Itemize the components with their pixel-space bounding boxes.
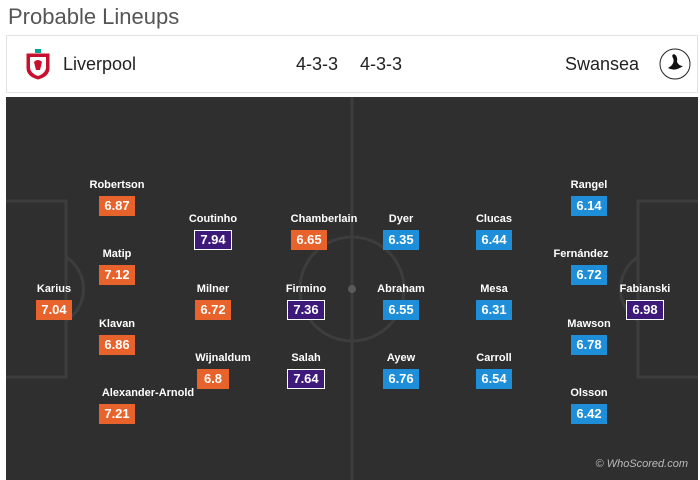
away-formation: 4-3-3 [360, 54, 403, 74]
player-name: Alexander-Arnold [101, 387, 195, 399]
player-name: Mawson [567, 318, 611, 330]
pitch: Karius 7.04 Robertson 6.87 Matip 7.12 Kl… [6, 97, 698, 480]
page-title: Probable Lineups [8, 4, 180, 29]
player-name: Karius [36, 283, 72, 295]
player-name: Milner [196, 283, 230, 295]
player-rating: 6.98 [626, 300, 664, 320]
player-rating: 7.21 [99, 404, 135, 424]
player-rating: 6.8 [197, 369, 229, 389]
player-matip[interactable]: Matip 7.12 [52, 247, 182, 285]
player-rating: 6.44 [476, 230, 512, 250]
player-name: Salah [291, 352, 321, 364]
home-formation: 4-3-3 [296, 54, 339, 74]
home-team-name: Liverpool [63, 54, 137, 74]
player-name: Coutinho [188, 213, 238, 225]
player-chamberlain[interactable]: Chamberlain 6.65 [259, 212, 389, 250]
player-mesa[interactable]: Mesa 6.31 [429, 282, 559, 320]
player-name: Chamberlain [290, 213, 358, 225]
player-name: Firmino [285, 283, 327, 295]
player-robertson[interactable]: Robertson 6.87 [52, 178, 182, 216]
player-name: Ayew [386, 352, 416, 364]
player-rating: 6.76 [383, 369, 419, 389]
player-rating: 6.72 [571, 265, 607, 285]
swansea-swan-icon [659, 48, 691, 80]
player-name: Carroll [476, 352, 512, 364]
player-rating: 6.14 [571, 196, 607, 216]
player-name: Mesa [480, 283, 508, 295]
player-mawson[interactable]: Mawson 6.78 [524, 317, 654, 355]
player-rating: 7.64 [287, 369, 325, 389]
pitch-markings [6, 97, 698, 480]
player-wijnaldum[interactable]: Wijnaldum 6.8 [158, 351, 288, 389]
player-rating: 6.87 [99, 196, 135, 216]
player-name: Klavan [98, 318, 136, 330]
player-rating: 6.42 [571, 404, 607, 424]
player-name: Wijnaldum [195, 352, 251, 364]
player-alexander-arnold[interactable]: Alexander-Arnold 7.21 [83, 386, 213, 424]
player-abraham[interactable]: Abraham 6.55 [336, 282, 466, 320]
player-rating: 6.78 [571, 335, 607, 355]
player-olsson[interactable]: Olsson 6.42 [524, 386, 654, 424]
player-name: Matip [102, 248, 132, 260]
player-ayew[interactable]: Ayew 6.76 [336, 351, 466, 389]
player-name: Dyer [388, 213, 414, 225]
player-rating: 7.36 [287, 300, 325, 320]
player-fabianski[interactable]: Fabianski 6.98 [580, 282, 698, 320]
player-name: Fabianski [619, 283, 671, 295]
player-rating: 6.86 [99, 335, 135, 355]
player-name: Olsson [570, 387, 608, 399]
player-name: Fernández [553, 248, 609, 260]
player-rating: 7.12 [99, 265, 135, 285]
player-rating: 6.65 [291, 230, 327, 250]
player-rating: 6.31 [476, 300, 512, 320]
player-rating: 7.94 [194, 230, 232, 250]
player-salah[interactable]: Salah 7.64 [241, 351, 371, 389]
player-rating: 6.54 [476, 369, 512, 389]
player-name: Abraham [377, 283, 425, 295]
player-firmino[interactable]: Firmino 7.36 [241, 282, 371, 320]
player-name: Clucas [475, 213, 513, 225]
player-milner[interactable]: Milner 6.72 [148, 282, 278, 320]
player-klavan[interactable]: Klavan 6.86 [52, 317, 182, 355]
team-header-bar: Liverpool 4-3-3 4-3-3 Swansea [6, 35, 698, 93]
player-rating: 6.35 [383, 230, 419, 250]
player-name: Rangel [570, 179, 608, 191]
liverpool-crest-icon [26, 49, 50, 80]
player-clucas[interactable]: Clucas 6.44 [429, 212, 559, 250]
player-karius[interactable]: Karius 7.04 [6, 282, 119, 320]
player-carroll[interactable]: Carroll 6.54 [429, 351, 559, 389]
away-team-name: Swansea [564, 54, 639, 74]
player-fernandez[interactable]: Fernández 6.72 [516, 247, 646, 285]
player-name: Robertson [89, 179, 145, 191]
player-rating: 6.72 [195, 300, 231, 320]
player-rating: 7.04 [36, 300, 72, 320]
player-coutinho[interactable]: Coutinho 7.94 [148, 212, 278, 250]
player-rangel[interactable]: Rangel 6.14 [524, 178, 654, 216]
player-rating: 6.55 [383, 300, 419, 320]
whoscored-watermark: © WhoScored.com [595, 458, 688, 470]
player-dyer[interactable]: Dyer 6.35 [336, 212, 466, 250]
